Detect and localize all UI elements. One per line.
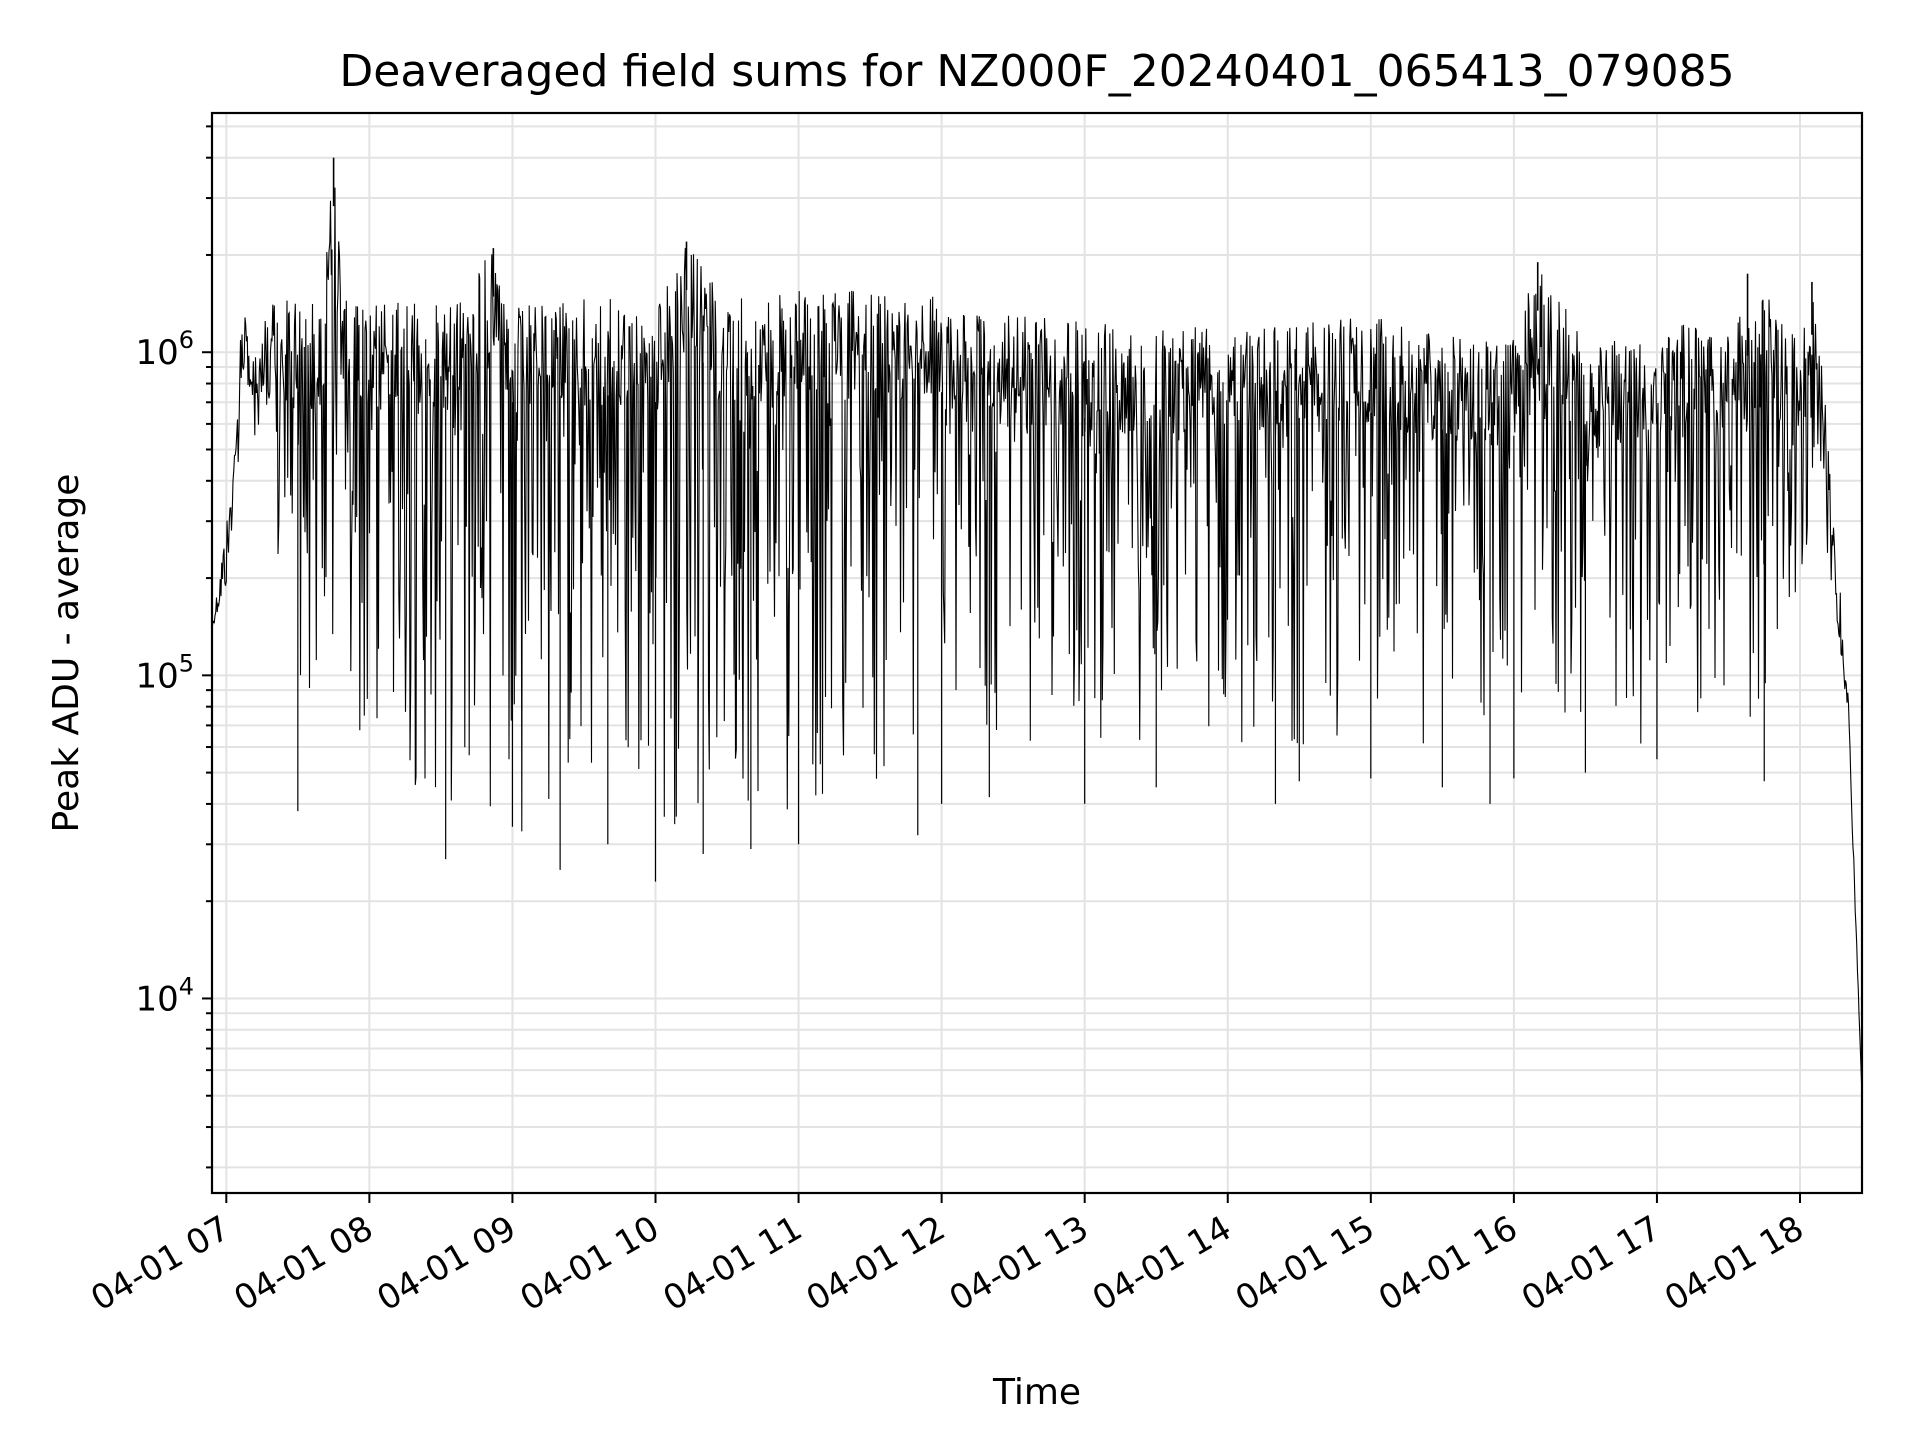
y-tick-label: 106: [135, 326, 194, 373]
y-tick-label: 105: [135, 649, 194, 696]
x-tick-label: 04-01 17: [1515, 1208, 1667, 1319]
x-tick-label: 04-01 12: [800, 1208, 952, 1319]
series-line: [211, 187, 1863, 1096]
x-tick-label: 04-01 10: [514, 1208, 666, 1319]
x-tick-label: 04-01 07: [84, 1208, 236, 1319]
x-tick-label: 04-01 11: [657, 1208, 809, 1319]
x-axis-label: Time: [992, 1372, 1081, 1413]
x-tick-label: 04-01 13: [943, 1208, 1095, 1319]
x-tick-label: 04-01 16: [1372, 1208, 1524, 1319]
series-layer: [211, 157, 1863, 1096]
grid-layer: [212, 113, 1862, 1193]
x-tick-label: 04-01 15: [1229, 1208, 1381, 1319]
chart-title: Deaveraged field sums for NZ000F_2024040…: [339, 46, 1734, 97]
y-tick-label: 104: [135, 972, 194, 1019]
x-tick-label: 04-01 09: [371, 1208, 523, 1319]
x-tick-label: 04-01 18: [1658, 1208, 1810, 1319]
x-tick-label: 04-01 14: [1086, 1208, 1238, 1319]
x-tick-label: 04-01 08: [227, 1208, 379, 1319]
y-axis-label: Peak ADU - average: [46, 474, 87, 833]
plot-frame: [210, 111, 1864, 1195]
